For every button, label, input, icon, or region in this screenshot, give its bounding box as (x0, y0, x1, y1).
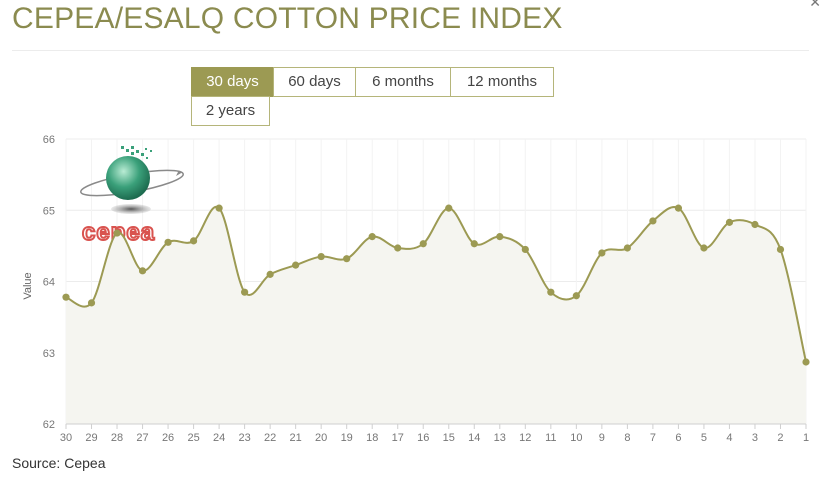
data-point (802, 358, 810, 366)
data-point (317, 252, 325, 261)
x-tick-label: 15 (443, 432, 455, 444)
source-note: Source: Cepea (12, 455, 106, 471)
x-tick-label: 17 (392, 432, 404, 444)
data-point (623, 244, 631, 252)
tab-30-days[interactable]: 30 days (191, 67, 274, 97)
x-tick-label: 8 (624, 432, 630, 444)
y-tick-label: 65 (43, 205, 55, 217)
price-chart: cepea 6263646566302928272625242322212019… (22, 134, 810, 444)
x-tick-label: 21 (290, 432, 302, 444)
x-tick-label: 27 (136, 432, 148, 444)
x-tick-label: 14 (468, 432, 480, 444)
y-tick-label: 62 (43, 419, 55, 431)
x-tick-label: 9 (599, 432, 605, 444)
x-tick-label: 1 (803, 432, 809, 444)
source-value: Cepea (64, 455, 106, 471)
data-point (445, 204, 453, 212)
data-point (164, 238, 172, 246)
y-axis-label: Value (22, 272, 34, 299)
data-point (241, 288, 249, 296)
data-point (368, 233, 376, 241)
x-tick-label: 19 (341, 432, 353, 444)
data-point (496, 233, 504, 241)
data-point (700, 244, 708, 252)
header-divider (12, 50, 809, 51)
x-tick-label: 16 (417, 432, 429, 444)
data-point (470, 240, 478, 248)
data-point (394, 244, 402, 252)
data-point (215, 204, 223, 212)
x-tick-label: 29 (85, 432, 97, 444)
data-point (598, 249, 606, 257)
data-point (674, 204, 683, 212)
x-tick-label: 7 (650, 432, 656, 444)
x-tick-label: 13 (494, 432, 506, 444)
tab-12-months[interactable]: 12 months (450, 67, 554, 97)
x-tick-label: 12 (519, 432, 531, 444)
x-tick-label: 3 (752, 432, 758, 444)
x-tick-label: 18 (366, 432, 378, 444)
data-point (343, 255, 351, 263)
data-point (87, 299, 96, 307)
tab-6-months[interactable]: 6 months (355, 67, 451, 97)
data-point (266, 270, 274, 278)
x-tick-label: 4 (726, 432, 732, 444)
x-tick-label: 25 (187, 432, 199, 444)
x-tick-label: 6 (675, 432, 681, 444)
x-tick-label: 24 (213, 432, 225, 444)
x-tick-label: 20 (315, 432, 327, 444)
data-point (547, 288, 555, 296)
close-icon[interactable]: ✕ (809, 0, 821, 10)
tab-60-days[interactable]: 60 days (273, 67, 356, 97)
data-point (725, 218, 734, 226)
x-tick-label: 30 (60, 432, 72, 444)
x-tick-label: 26 (162, 432, 174, 444)
page-title: CEPEA/ESALQ COTTON PRICE INDEX (12, 2, 563, 35)
data-point (649, 217, 657, 225)
x-tick-label: 2 (777, 432, 783, 444)
data-point (189, 237, 198, 245)
data-point (776, 245, 785, 254)
y-tick-label: 66 (43, 134, 55, 146)
y-tick-label: 63 (43, 348, 55, 360)
x-tick-label: 5 (701, 432, 707, 444)
x-tick-label: 10 (570, 432, 582, 444)
x-tick-label: 11 (545, 432, 556, 444)
data-point (572, 292, 580, 300)
y-tick-label: 64 (43, 277, 55, 289)
data-point (521, 245, 529, 254)
x-tick-label: 23 (238, 432, 250, 444)
cepea-logo: cepea (80, 146, 184, 247)
x-tick-label: 22 (264, 432, 276, 444)
source-label: Source: (12, 455, 61, 471)
data-point (751, 220, 759, 229)
data-point (138, 267, 147, 275)
data-point (113, 229, 121, 237)
data-point (62, 293, 70, 301)
tab-2-years[interactable]: 2 years (191, 96, 270, 126)
data-point (292, 261, 300, 269)
series-area (66, 206, 806, 424)
x-tick-label: 28 (111, 432, 123, 444)
data-point (419, 240, 427, 248)
